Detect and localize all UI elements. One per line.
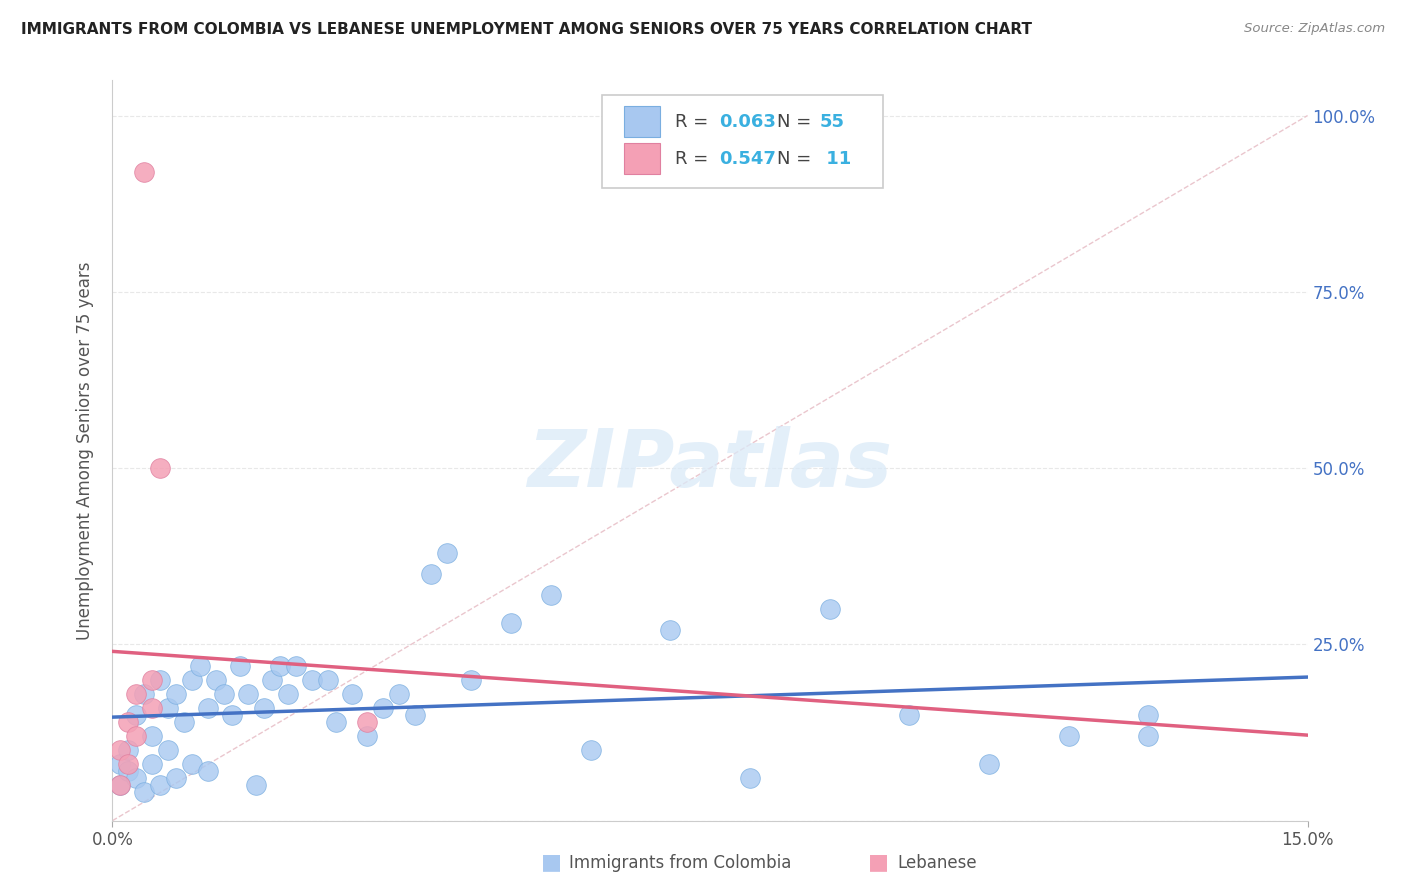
Point: [197, 701, 219, 715]
Point: [1137, 707, 1160, 722]
Point: [149, 778, 172, 792]
Point: [125, 687, 148, 701]
Point: [356, 729, 378, 743]
Point: [404, 707, 426, 722]
Point: [260, 673, 283, 687]
Point: [499, 616, 522, 631]
Point: [420, 566, 443, 581]
Point: [898, 707, 921, 722]
Text: Immigrants from Colombia: Immigrants from Colombia: [569, 855, 792, 872]
Point: [212, 687, 235, 701]
Point: [181, 673, 204, 687]
Bar: [624, 144, 659, 174]
Point: [141, 673, 163, 687]
Point: [197, 764, 219, 779]
Point: [134, 687, 156, 701]
Text: Source: ZipAtlas.com: Source: ZipAtlas.com: [1244, 22, 1385, 36]
Point: [1137, 729, 1160, 743]
Point: [141, 757, 163, 772]
Text: N =: N =: [778, 150, 817, 168]
Text: ■: ■: [869, 853, 889, 872]
Text: 11: 11: [820, 150, 851, 168]
Point: [110, 743, 132, 757]
Point: [134, 165, 156, 179]
Point: [110, 757, 132, 772]
Text: ZIPatlas: ZIPatlas: [527, 426, 893, 504]
Point: [356, 714, 378, 729]
Text: R =: R =: [675, 112, 714, 131]
Point: [436, 546, 458, 560]
Point: [165, 772, 187, 786]
Point: [229, 658, 252, 673]
Text: IMMIGRANTS FROM COLOMBIA VS LEBANESE UNEMPLOYMENT AMONG SENIORS OVER 75 YEARS CO: IMMIGRANTS FROM COLOMBIA VS LEBANESE UNE…: [21, 22, 1032, 37]
Text: ■: ■: [541, 853, 561, 872]
Point: [117, 757, 139, 772]
Point: [188, 658, 211, 673]
Text: R =: R =: [675, 150, 714, 168]
Text: N =: N =: [778, 112, 817, 131]
Point: [125, 707, 148, 722]
Text: 55: 55: [820, 112, 845, 131]
Point: [117, 764, 139, 779]
Point: [110, 778, 132, 792]
Point: [579, 743, 602, 757]
Point: [340, 687, 363, 701]
FancyBboxPatch shape: [603, 95, 883, 187]
Point: [173, 714, 195, 729]
Point: [388, 687, 411, 701]
Point: [117, 714, 139, 729]
Point: [110, 778, 132, 792]
Point: [149, 673, 172, 687]
Point: [373, 701, 395, 715]
Point: [977, 757, 1000, 772]
Y-axis label: Unemployment Among Seniors over 75 years: Unemployment Among Seniors over 75 years: [76, 261, 94, 640]
Point: [157, 701, 180, 715]
Point: [301, 673, 323, 687]
Point: [165, 687, 187, 701]
Point: [141, 701, 163, 715]
Text: 0.547: 0.547: [720, 150, 776, 168]
Bar: [624, 106, 659, 137]
Point: [253, 701, 276, 715]
Point: [157, 743, 180, 757]
Point: [277, 687, 299, 701]
Point: [325, 714, 347, 729]
Point: [269, 658, 291, 673]
Point: [125, 772, 148, 786]
Point: [1057, 729, 1080, 743]
Text: 0.063: 0.063: [720, 112, 776, 131]
Point: [134, 785, 156, 799]
Point: [149, 461, 172, 475]
Point: [818, 602, 841, 616]
Point: [738, 772, 761, 786]
Point: [245, 778, 267, 792]
Point: [141, 729, 163, 743]
Point: [221, 707, 243, 722]
Text: Lebanese: Lebanese: [897, 855, 977, 872]
Point: [236, 687, 259, 701]
Point: [540, 588, 562, 602]
Point: [125, 729, 148, 743]
Point: [460, 673, 482, 687]
Point: [284, 658, 307, 673]
Point: [316, 673, 339, 687]
Point: [205, 673, 228, 687]
Point: [659, 624, 682, 638]
Point: [181, 757, 204, 772]
Point: [117, 743, 139, 757]
